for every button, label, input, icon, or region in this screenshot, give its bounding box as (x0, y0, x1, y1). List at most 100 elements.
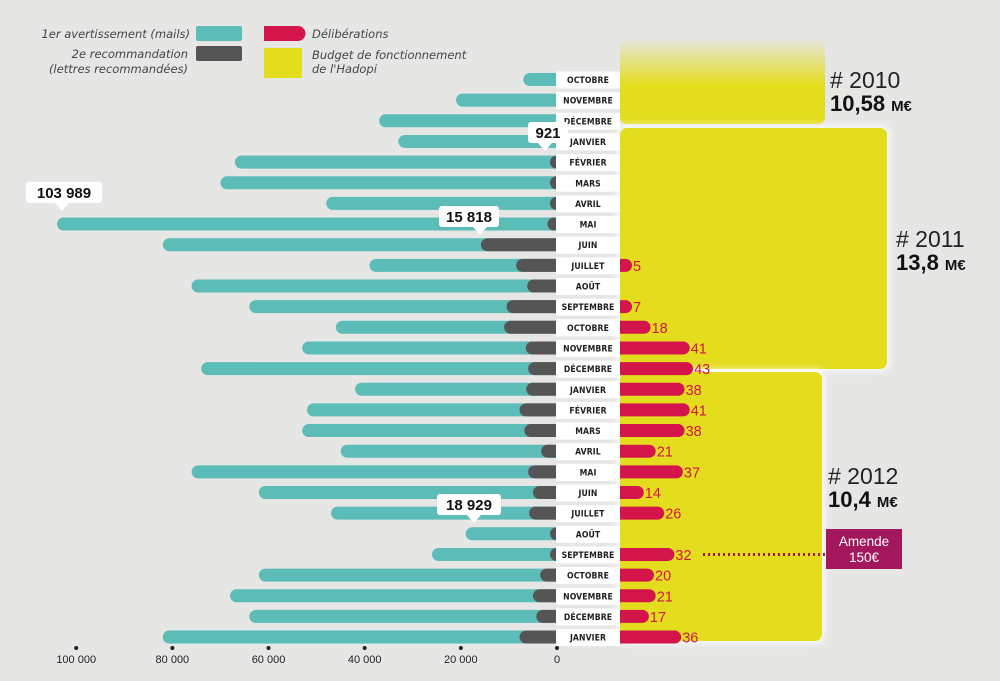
letters-bar (519, 630, 557, 644)
month-label-box (556, 401, 620, 419)
month-label-box (556, 546, 620, 564)
x-axis: 100 000 80 000 60 000 40 000 20 000 0 (56, 646, 560, 666)
delib-value: 38 (686, 424, 702, 440)
delib-value: 5 (633, 259, 641, 275)
delib-value: 21 (657, 445, 673, 461)
month-label: JUIN (578, 241, 598, 251)
mails-bar (465, 527, 557, 541)
legend-letters-swatch (196, 46, 242, 61)
delib-value: 17 (650, 610, 666, 626)
month-label: AOÛT (576, 281, 601, 293)
callout-pointer (538, 143, 552, 151)
month-label-box (556, 587, 620, 605)
month-label: FÉVRIER (569, 157, 606, 169)
month-label-box (556, 133, 620, 151)
month-label-box (556, 339, 620, 357)
letters-bar (529, 506, 557, 520)
month-label-box (556, 112, 620, 130)
month-label-box (556, 195, 620, 213)
letters-bar (525, 341, 557, 355)
month-label: JUILLET (570, 262, 605, 272)
axis-tick-label: 80 000 (156, 654, 190, 666)
callout-pointer (467, 515, 481, 523)
month-label-box (556, 216, 620, 234)
month-label-box (556, 567, 620, 585)
delib-value: 43 (694, 362, 710, 378)
legend-budget-label-1: Budget de fonctionnement (312, 48, 467, 62)
letters-bar (550, 527, 557, 541)
mails-bar (258, 568, 557, 582)
mails-bar (162, 630, 557, 644)
amende-value: 150€ (849, 550, 880, 565)
letters-bar (540, 568, 557, 582)
month-label-box (556, 278, 620, 295)
month-label-box (556, 525, 620, 543)
legend-budget-swatch (264, 48, 302, 78)
axis-tick-mark (170, 646, 175, 650)
delib-value: 41 (691, 403, 707, 419)
axis-tick-mark (74, 646, 79, 650)
delib-value: 36 (682, 631, 698, 647)
letters-bar (550, 155, 557, 169)
mails-bar (302, 424, 557, 438)
delib-bar (620, 609, 649, 623)
letters-bar (504, 320, 557, 334)
letters-bar (526, 382, 557, 396)
budget-layer (618, 38, 889, 643)
legend-letters-label-1: 2e recommandation (72, 47, 188, 61)
delib-bar (620, 589, 656, 603)
month-label-box (556, 174, 620, 192)
mails-bar (249, 300, 557, 314)
letters-bar (541, 444, 557, 458)
legend-letters-label-2: (lettres recommandées) (49, 62, 188, 76)
month-label: OCTOBRE (567, 572, 609, 582)
mails-bar (306, 403, 557, 417)
month-label: MAI (580, 221, 597, 231)
delib-bar (620, 486, 644, 499)
axis-tick-label: 60 000 (252, 654, 286, 666)
amende-label: Amende (839, 534, 889, 549)
delib-value: 18 (652, 321, 668, 337)
budget-year-label: # 2010 (830, 67, 900, 93)
letters-bar (524, 424, 557, 438)
delib-bar (620, 506, 665, 520)
delib-value: 37 (684, 465, 700, 481)
month-label: MAI (580, 468, 597, 478)
delib-bar (620, 547, 675, 561)
month-label: AVRIL (575, 200, 601, 210)
month-label: NOVEMBRE (563, 97, 613, 107)
month-label: JANVIER (569, 386, 606, 396)
month-label-box (556, 92, 620, 110)
mails-bar (230, 589, 557, 603)
delib-value: 21 (657, 589, 673, 605)
mails-bar (431, 547, 557, 561)
delib-bar (620, 300, 632, 314)
month-label: JANVIER (569, 634, 606, 644)
month-label-box (556, 463, 620, 481)
delib-value: 41 (691, 341, 707, 357)
axis-tick-label: 0 (554, 654, 560, 666)
axis-tick-mark (458, 646, 463, 650)
callout-box (26, 182, 102, 203)
axis-tick-mark (266, 646, 271, 650)
budget-block-1 (620, 128, 887, 369)
mails-bar (335, 320, 557, 334)
letters-bar (506, 300, 557, 314)
month-label-box (556, 443, 620, 461)
legend: 1er avertissement (mails) 2e recommandat… (41, 26, 467, 78)
budget-amount-label: 13,8 M€ (896, 250, 966, 275)
axis-tick-mark (555, 646, 559, 650)
month-label-box (556, 257, 620, 275)
legend-mails-swatch (196, 26, 242, 41)
month-label: MARS (575, 427, 601, 437)
month-label: JUIN (578, 489, 598, 499)
month-label: AOÛT (576, 528, 601, 540)
month-label-box (556, 629, 620, 647)
delib-bar (620, 568, 654, 582)
budget-block-0 (620, 38, 825, 124)
month-label-box (556, 71, 620, 89)
callout-value: 921 (535, 125, 560, 142)
month-label: DÉCEMBRE (564, 611, 612, 623)
